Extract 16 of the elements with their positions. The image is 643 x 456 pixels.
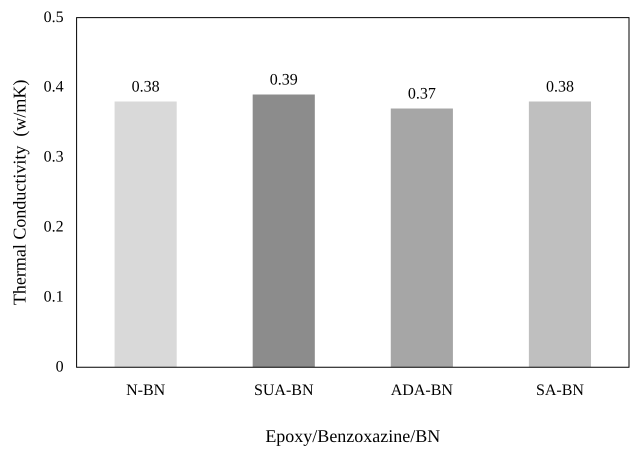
x-tick-label: N-BN xyxy=(126,382,166,400)
x-tick-label: SA-BN xyxy=(536,382,584,400)
y-tick-label: 0.1 xyxy=(44,288,64,306)
data-label: 0.39 xyxy=(270,72,298,89)
y-tick-label: 0.4 xyxy=(44,78,64,96)
data-label: 0.37 xyxy=(408,86,436,103)
y-tick-label: 0.5 xyxy=(44,8,64,26)
x-tick-label: ADA-BN xyxy=(390,382,454,400)
y-tick-label: 0.2 xyxy=(44,218,64,236)
y-tick-label: 0.3 xyxy=(44,148,64,166)
data-label: 0.38 xyxy=(546,78,574,96)
data-label: 0.38 xyxy=(132,78,160,96)
x-axis-title: Epoxy/Benzoxazine/BN xyxy=(265,426,440,446)
y-axis-title: Thermal Conductivity (w/mK) xyxy=(10,80,30,306)
x-tick-label: SUA-BN xyxy=(254,382,314,400)
y-tick-label: 0 xyxy=(56,358,64,376)
